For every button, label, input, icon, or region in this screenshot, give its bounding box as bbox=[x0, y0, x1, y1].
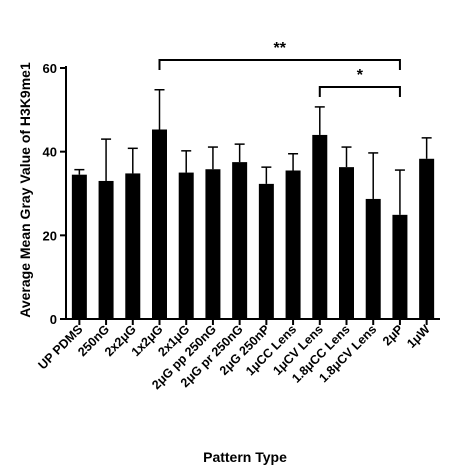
bar bbox=[419, 158, 435, 319]
bar bbox=[232, 162, 248, 319]
y-tick-label: 20 bbox=[43, 228, 57, 243]
significance-label: * bbox=[357, 67, 364, 84]
bar bbox=[125, 173, 141, 319]
bar bbox=[365, 198, 381, 319]
y-tick-label: 60 bbox=[43, 61, 57, 76]
x-axis-title: Pattern Type bbox=[203, 449, 287, 465]
y-axis-title: Average Mean Gray Value of H3K9me1 bbox=[17, 62, 33, 318]
bar bbox=[152, 129, 167, 319]
bar bbox=[339, 167, 354, 319]
bar bbox=[285, 170, 301, 319]
bar bbox=[392, 214, 408, 319]
bar bbox=[98, 180, 114, 319]
y-tick-label: 40 bbox=[43, 145, 57, 160]
x-tick-label: 2μP bbox=[380, 322, 406, 348]
y-tick-label: 0 bbox=[50, 312, 57, 327]
x-tick-label: 1μW bbox=[404, 322, 433, 351]
bar bbox=[312, 134, 328, 319]
bar bbox=[258, 183, 274, 319]
significance-bracket bbox=[318, 86, 401, 97]
significance-bracket bbox=[158, 59, 401, 70]
bar bbox=[178, 172, 194, 319]
bar bbox=[205, 169, 221, 319]
significance-label: ** bbox=[273, 40, 286, 57]
bar bbox=[71, 174, 87, 319]
